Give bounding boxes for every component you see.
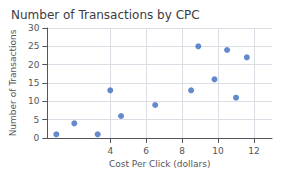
svg-text:6: 6 [143,146,149,156]
svg-text:10: 10 [212,146,224,156]
svg-text:30: 30 [28,23,40,33]
svg-text:Number of Transactions: Number of Transactions [8,29,18,136]
svg-text:Number of Transactions by CPC: Number of Transactions by CPC [11,8,200,22]
svg-text:Cost Per Click (dollars): Cost Per Click (dollars) [109,159,211,169]
svg-text:8: 8 [179,146,185,156]
svg-text:0: 0 [34,133,40,143]
svg-text:5: 5 [34,115,40,125]
svg-text:10: 10 [28,96,40,106]
svg-text:25: 25 [28,41,39,51]
svg-text:4: 4 [107,146,113,156]
svg-text:15: 15 [28,78,39,88]
svg-text:12: 12 [248,146,259,156]
svg-text:20: 20 [28,60,40,70]
